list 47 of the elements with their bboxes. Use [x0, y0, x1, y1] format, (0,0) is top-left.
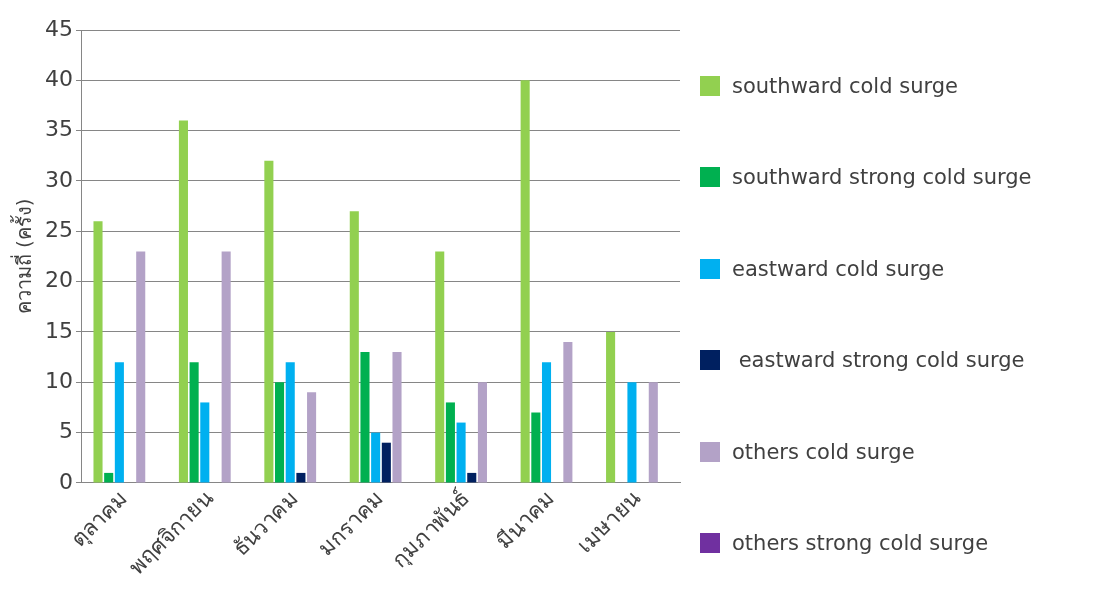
y-tick-label: 40	[44, 66, 73, 92]
bar	[445, 402, 455, 483]
legend-label: others strong cold surge	[732, 531, 989, 556]
bar	[360, 352, 370, 483]
bar	[541, 362, 552, 483]
bar	[606, 331, 616, 483]
bar	[221, 251, 231, 483]
bar	[285, 362, 295, 483]
y-tick-label: 20	[44, 267, 73, 293]
y-tick-label: 35	[44, 116, 73, 142]
legend-label: southward strong cold surge	[732, 165, 1032, 190]
legend-label: eastward strong cold surge	[737, 348, 1025, 373]
bar	[477, 382, 487, 483]
y-tick-label: 15	[44, 317, 73, 343]
bar	[349, 211, 359, 483]
y-axis-title: ความถี่ (ครั้ง)	[10, 198, 37, 315]
y-tick-label: 5	[58, 418, 73, 444]
bar	[136, 251, 146, 483]
legend-label: southward cold surge	[732, 73, 958, 98]
bar	[371, 432, 381, 483]
y-tick-label: 30	[44, 166, 73, 192]
y-tick-label: 0	[58, 468, 73, 494]
legend-label: eastward cold surge	[732, 256, 945, 281]
bar	[392, 352, 402, 483]
bar	[114, 362, 124, 483]
y-tick-label: 10	[44, 368, 73, 394]
y-tick-label: 45	[44, 15, 73, 41]
bar	[264, 160, 274, 483]
bar	[307, 392, 317, 483]
bar	[563, 342, 573, 483]
bar	[435, 251, 445, 483]
bar	[178, 120, 188, 483]
bar	[627, 382, 637, 483]
bar	[93, 221, 103, 483]
bar	[275, 382, 285, 483]
bar	[296, 472, 306, 483]
bar	[648, 382, 658, 483]
bar	[467, 472, 477, 483]
y-tick-label: 25	[44, 217, 73, 243]
legend-label: others cold surge	[732, 439, 915, 464]
bar	[456, 422, 466, 483]
bar	[531, 412, 541, 483]
bar	[200, 402, 210, 483]
bar	[520, 80, 530, 483]
bar	[189, 362, 199, 483]
bar	[104, 472, 114, 483]
bar	[381, 442, 391, 483]
